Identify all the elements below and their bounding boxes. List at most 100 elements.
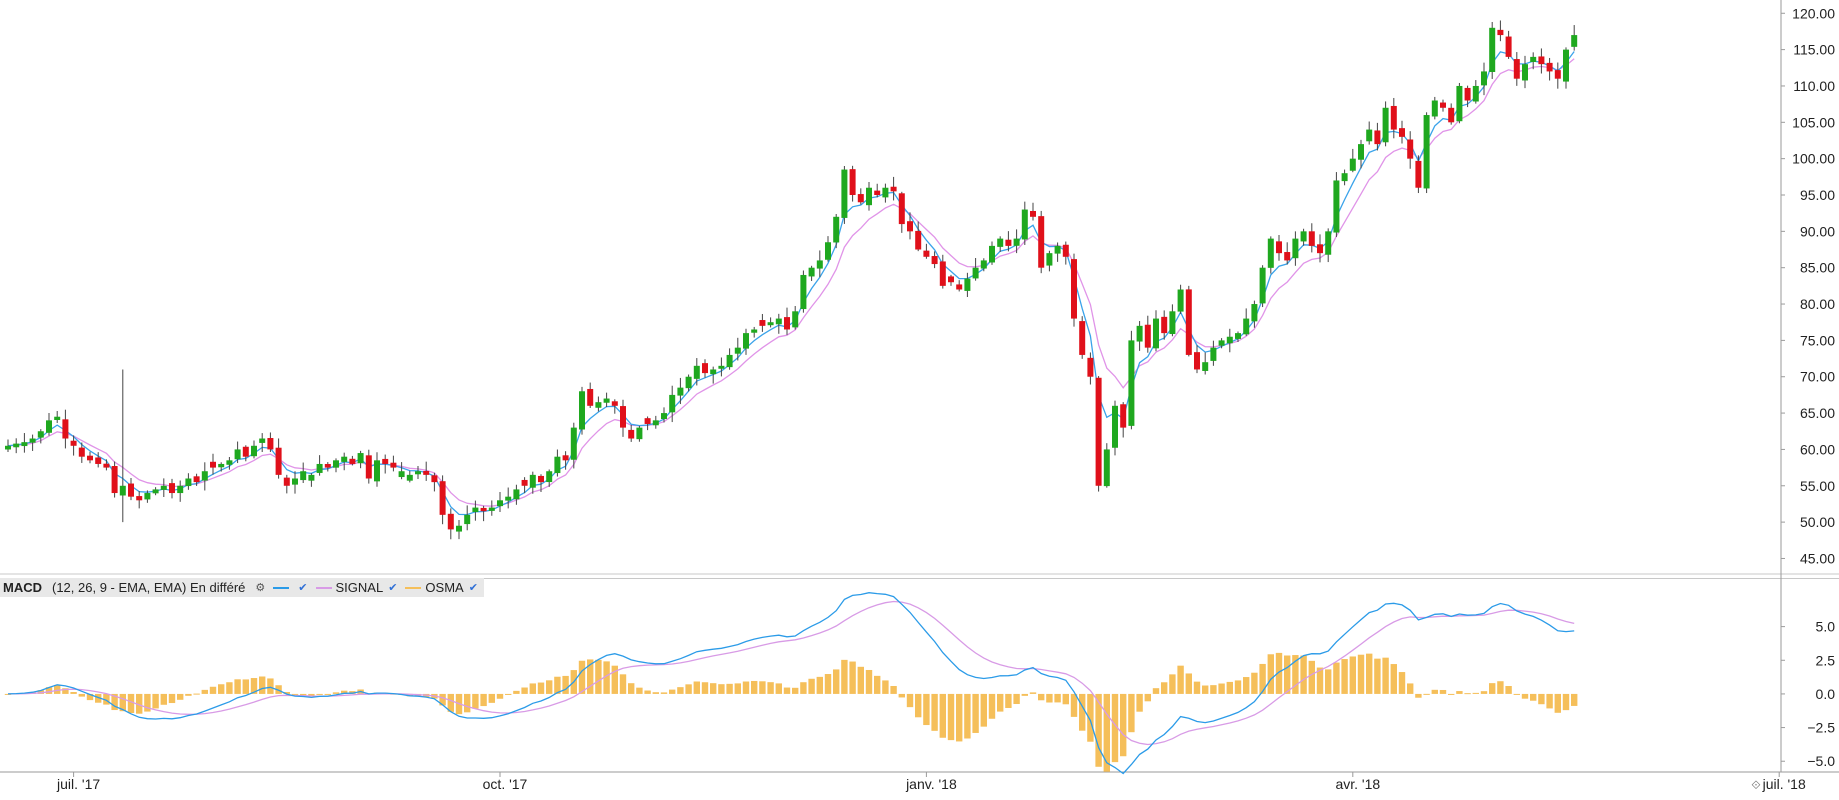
osma-bar — [521, 687, 528, 694]
candle — [939, 254, 946, 289]
candle-body — [1448, 107, 1455, 123]
candle-body — [1251, 304, 1258, 322]
candle-body — [5, 445, 11, 450]
candle — [1456, 82, 1463, 124]
candle — [37, 429, 44, 444]
candle — [1243, 308, 1250, 336]
candle — [177, 480, 184, 502]
candle-body — [374, 460, 380, 482]
candle — [349, 455, 356, 466]
candle-body — [201, 471, 208, 481]
osma-bar — [1390, 664, 1397, 694]
macd-tick-label: −2.5 — [1807, 720, 1835, 736]
osma-bar — [86, 693, 94, 701]
candle — [1382, 101, 1389, 147]
osma-bar — [464, 693, 471, 713]
candle-body — [128, 483, 134, 497]
price-tick-label: 65.00 — [1800, 405, 1835, 421]
osma-bar — [619, 674, 627, 694]
candle — [767, 317, 774, 328]
macd-tick-label: 2.5 — [1816, 652, 1836, 668]
candle — [628, 424, 635, 442]
candle-body — [939, 261, 946, 286]
osma-bar — [234, 679, 241, 694]
candle — [1103, 443, 1110, 488]
osma-bar — [874, 675, 881, 694]
osma-bar — [718, 684, 725, 694]
candle-body — [1267, 238, 1274, 268]
osma-bar — [1448, 693, 1455, 695]
candle-body — [398, 471, 405, 478]
gear-icon[interactable]: ⚙ — [255, 582, 266, 594]
candle — [382, 454, 389, 474]
price-tick-label: 50.00 — [1800, 514, 1835, 530]
candle-body — [242, 446, 249, 457]
candle — [1095, 376, 1102, 492]
osma-bar — [726, 683, 733, 694]
signal-check-icon[interactable]: ✔ — [388, 582, 398, 594]
candle-body — [1276, 241, 1282, 254]
candle-body — [1497, 29, 1504, 36]
candle — [1112, 400, 1118, 456]
osma-bar — [1415, 693, 1422, 698]
candle-body — [767, 322, 774, 326]
macd-tick-label: −5.0 — [1807, 753, 1835, 769]
candle-body — [1087, 357, 1094, 377]
candle-body — [275, 447, 282, 475]
candle — [1530, 52, 1537, 70]
candle — [718, 357, 725, 377]
osma-bar — [1316, 667, 1324, 694]
osma-bar — [603, 661, 610, 694]
candle — [1415, 155, 1422, 194]
candle — [898, 191, 905, 233]
candle-body — [579, 391, 585, 430]
candle — [636, 425, 643, 442]
osma-bar — [1349, 656, 1356, 694]
osma-bar — [833, 669, 840, 694]
candle-body — [595, 402, 602, 408]
candle — [398, 462, 405, 480]
candle — [505, 487, 512, 509]
candle — [1169, 304, 1176, 337]
candle-body — [1308, 231, 1315, 246]
osma-bar — [947, 693, 955, 741]
candle-body — [1382, 107, 1389, 143]
osma-bar — [283, 691, 290, 694]
candle — [611, 399, 618, 414]
candle — [1325, 228, 1332, 263]
candle — [1161, 310, 1168, 340]
macd-legend[interactable]: MACD (12, 26, 9 - EMA, EMA) En différé ⚙… — [0, 578, 484, 597]
candle — [751, 326, 758, 338]
candle — [1267, 236, 1274, 274]
candle-body — [808, 267, 815, 277]
osma-bar — [677, 687, 684, 694]
price-tick-label: 60.00 — [1800, 441, 1835, 457]
candle-body — [292, 478, 298, 485]
osma-bar — [1513, 693, 1520, 695]
candle-body — [1136, 325, 1143, 342]
candle — [570, 422, 577, 469]
osma-bar — [1325, 669, 1332, 694]
macd-legend-title: MACD — [3, 580, 42, 595]
candle — [406, 470, 413, 483]
candle-body — [948, 276, 954, 283]
candle-body — [1554, 70, 1561, 79]
candle — [251, 440, 257, 459]
macd-check-icon[interactable]: ✔ — [298, 582, 308, 594]
osma-bar — [1070, 693, 1078, 717]
osma-bar — [1571, 693, 1578, 706]
scroll-handle-icon[interactable]: ⟐ — [1751, 778, 1761, 792]
candle-body — [857, 194, 864, 203]
candle-body — [464, 514, 471, 525]
candle — [825, 236, 831, 262]
osma-bar — [562, 675, 569, 694]
candle-body — [890, 186, 897, 192]
price-tick-label: 115.00 — [1793, 42, 1835, 58]
candle-body — [972, 267, 979, 279]
candle-body — [1046, 253, 1053, 266]
candle-body — [1021, 209, 1028, 240]
osma-check-icon[interactable]: ✔ — [468, 582, 478, 594]
candle-body — [54, 416, 61, 420]
candle — [644, 416, 651, 431]
